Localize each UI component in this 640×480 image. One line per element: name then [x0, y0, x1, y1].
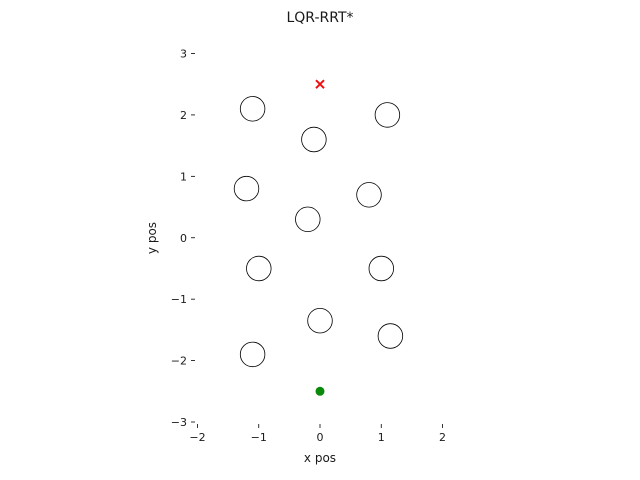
obstacle-circle: [246, 255, 272, 282]
x-axis-label: x pos: [304, 451, 336, 465]
obstacle-circle: [307, 308, 333, 334]
y-tick-label: −2: [171, 355, 187, 368]
x-tick-label: −2: [189, 431, 205, 444]
goal-marker-stroke: [315, 79, 325, 89]
x-tick-label: 2: [439, 431, 446, 444]
y-tick-label: 3: [180, 48, 187, 61]
obstacle-circle: [368, 255, 395, 282]
y-tick-label: 0: [180, 232, 187, 245]
markers-layer: [315, 79, 325, 396]
y-tick-label: −1: [171, 293, 187, 306]
y-axis-ticks: −3 −2 −1 0 1 2 3: [171, 48, 195, 429]
obstacle-circle: [356, 182, 382, 208]
chart-title: LQR-RRT*: [286, 10, 353, 26]
goal-marker: [315, 79, 325, 89]
x-tick-label: 0: [317, 431, 324, 444]
start-marker: [315, 386, 325, 396]
x-axis-ticks: −2 −1 0 1 2: [189, 424, 446, 444]
obstacle-circle: [239, 96, 266, 122]
y-tick-label: 2: [180, 109, 187, 122]
x-tick-label: 1: [378, 431, 385, 444]
x-tick-label: −1: [251, 431, 267, 444]
y-tick-label: −3: [171, 416, 187, 429]
obstacle-circle: [301, 126, 327, 153]
obstacle-circle: [295, 206, 321, 233]
obstacle-circle: [374, 102, 401, 128]
obstacles-layer: [233, 96, 404, 368]
y-tick-label: 1: [180, 170, 187, 183]
obstacle-circle: [239, 341, 266, 368]
y-axis-label: y pos: [145, 222, 159, 254]
obstacle-circle: [377, 323, 404, 349]
obstacle-circle: [233, 175, 260, 202]
